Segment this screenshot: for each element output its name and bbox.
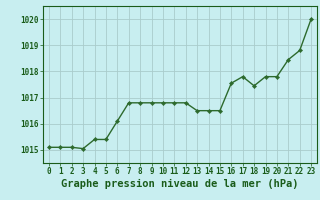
X-axis label: Graphe pression niveau de la mer (hPa): Graphe pression niveau de la mer (hPa)	[61, 179, 299, 189]
